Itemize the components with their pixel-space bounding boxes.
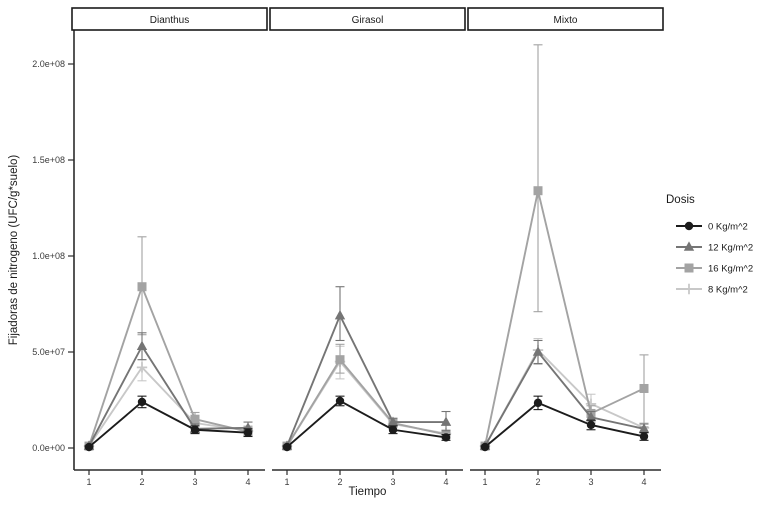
facet-strip-label: Dianthus [150, 15, 189, 26]
series-line [286, 399, 447, 448]
series-line [484, 401, 645, 448]
data-point-circle-marker [84, 442, 94, 452]
data-point-triangle-marker [638, 423, 650, 433]
series-line [484, 350, 645, 447]
x-tick-label: 4 [245, 477, 250, 487]
data-point-triangle-marker [334, 309, 346, 320]
data-point-circle-marker [441, 433, 451, 442]
x-tick-label: 1 [482, 477, 487, 487]
legend-key-circle-marker [684, 221, 694, 231]
series-line [286, 358, 447, 447]
x-tick-label: 1 [284, 477, 289, 487]
y-tick-label: 5.0e+07 [32, 347, 65, 357]
y-tick-label: 2.0e+08 [32, 59, 65, 69]
data-point-circle-marker [243, 428, 253, 437]
data-point-circle-marker [335, 396, 345, 406]
x-tick-label: 4 [641, 477, 646, 487]
legend-title: Dosis [666, 194, 695, 206]
x-tick-label: 2 [337, 477, 342, 487]
series-line [88, 400, 249, 448]
facet-strip-label: Girasol [352, 15, 384, 26]
facet-strip [467, 7, 664, 31]
legend-key-plus-marker [683, 283, 695, 295]
data-point-triangle-marker [387, 416, 399, 426]
legend-key-square-marker [684, 263, 694, 273]
data-point-circle-marker [388, 425, 398, 434]
x-tick-label: 2 [139, 477, 144, 487]
data-point-circle-marker [137, 397, 147, 407]
series-line [88, 365, 249, 447]
data-point-plus-marker [136, 362, 148, 373]
x-tick-label: 3 [390, 477, 395, 487]
y-tick-label: 1.0e+08 [32, 251, 65, 261]
series-line [88, 344, 249, 447]
x-tick-label: 3 [192, 477, 197, 487]
legend-item-label: 0 Kg/m^2 [708, 222, 748, 233]
data-point-circle-marker [639, 432, 649, 441]
series-line [88, 283, 249, 447]
x-tick-label: 1 [86, 477, 91, 487]
data-point-triangle-marker [136, 340, 148, 351]
series-line [286, 313, 446, 447]
legend-item-label: 12 Kg/m^2 [708, 243, 753, 254]
x-tick-label: 2 [535, 477, 540, 487]
legend-item-label: 16 Kg/m^2 [708, 264, 753, 275]
data-point-circle-marker [190, 425, 200, 434]
data-point-square-marker [639, 383, 649, 393]
data-point-square-marker [533, 186, 543, 196]
data-point-circle-marker [480, 442, 490, 452]
series-line [484, 190, 645, 447]
data-point-triangle-marker [532, 346, 544, 356]
data-point-square-marker [137, 282, 147, 292]
data-point-circle-marker [282, 442, 292, 452]
y-axis-title: Fijadoras de nitrogeno (UFC/g*suelo) [8, 155, 20, 346]
facet-strip [71, 7, 268, 31]
data-point-circle-marker [586, 420, 596, 430]
data-point-triangle-marker [585, 411, 597, 422]
y-tick-label: 0.0e+00 [32, 443, 65, 453]
facet-strip [269, 7, 466, 31]
x-tick-label: 3 [588, 477, 593, 487]
data-point-triangle-marker [440, 416, 452, 426]
facet-strip-label: Mixto [554, 15, 578, 26]
legend-item-label: 8 Kg/m^2 [708, 285, 748, 296]
x-axis-title: Tiempo [349, 486, 387, 498]
x-tick-label: 4 [443, 477, 448, 487]
data-point-square-marker [335, 355, 345, 365]
data-point-square-marker [190, 414, 200, 424]
legend-key-triangle-marker [683, 241, 695, 251]
data-point-circle-marker [533, 398, 543, 408]
y-tick-label: 1.5e+08 [32, 155, 65, 165]
